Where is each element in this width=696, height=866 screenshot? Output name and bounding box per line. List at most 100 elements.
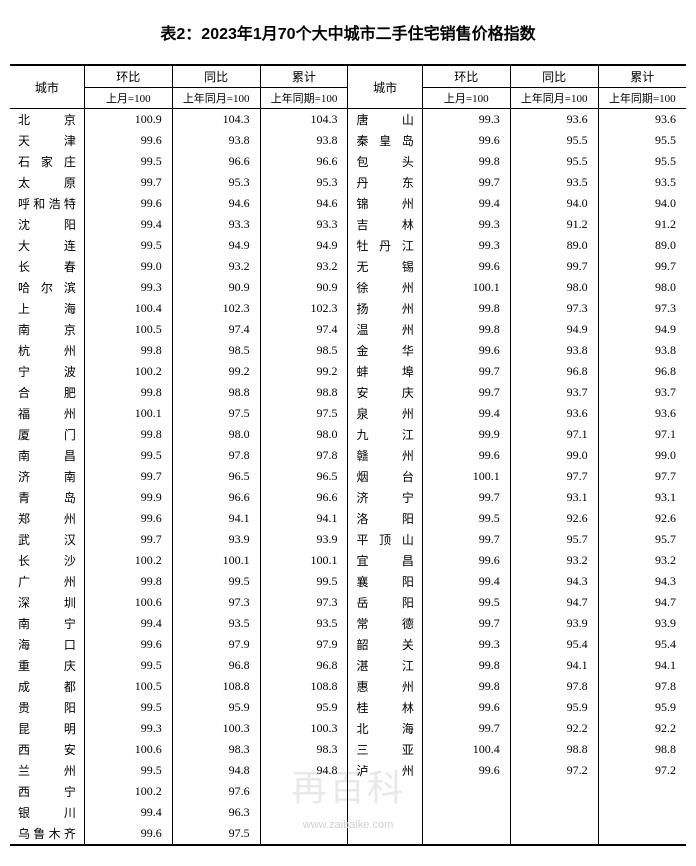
city-cell: 蚌 埠 bbox=[348, 361, 422, 382]
yoy-cell: 97.6 bbox=[172, 781, 260, 802]
yoy-cell: 96.3 bbox=[172, 802, 260, 823]
yoy-cell bbox=[510, 802, 598, 823]
yoy-cell: 93.6 bbox=[510, 109, 598, 131]
yoy-cell: 94.1 bbox=[172, 508, 260, 529]
yoy-cell bbox=[510, 781, 598, 802]
city-cell: 大 连 bbox=[10, 235, 84, 256]
cum-cell bbox=[260, 781, 348, 802]
cum-cell: 108.8 bbox=[260, 676, 348, 697]
mom-cell: 100.5 bbox=[84, 676, 172, 697]
mom-cell: 99.7 bbox=[422, 382, 510, 403]
city-cell: 西 宁 bbox=[10, 781, 84, 802]
footer-url: www.zaibaike.com bbox=[303, 819, 393, 831]
table-row: 贵 阳99.595.995.9桂 林99.695.995.9 bbox=[10, 697, 686, 718]
cum-cell: 98.0 bbox=[598, 277, 686, 298]
yoy-cell: 97.3 bbox=[510, 298, 598, 319]
mom-cell: 99.5 bbox=[422, 508, 510, 529]
mom-cell: 100.1 bbox=[84, 403, 172, 424]
subheader-yoy-right: 上年同月=100 bbox=[510, 88, 598, 109]
yoy-cell: 95.5 bbox=[510, 151, 598, 172]
cum-cell: 96.8 bbox=[598, 361, 686, 382]
yoy-cell: 93.6 bbox=[510, 403, 598, 424]
yoy-cell: 99.7 bbox=[510, 256, 598, 277]
yoy-cell: 108.8 bbox=[172, 676, 260, 697]
yoy-cell: 97.7 bbox=[510, 466, 598, 487]
city-cell: 沈 阳 bbox=[10, 214, 84, 235]
mom-cell: 99.8 bbox=[84, 382, 172, 403]
cum-cell: 93.9 bbox=[260, 529, 348, 550]
mom-cell: 99.6 bbox=[84, 823, 172, 845]
mom-cell: 99.6 bbox=[422, 550, 510, 571]
mom-cell: 99.5 bbox=[422, 592, 510, 613]
yoy-cell bbox=[510, 823, 598, 845]
mom-cell: 100.2 bbox=[84, 781, 172, 802]
table-row: 南 昌99.597.897.8赣 州99.699.099.0 bbox=[10, 445, 686, 466]
yoy-cell: 97.1 bbox=[510, 424, 598, 445]
table-row: 合 肥99.898.898.8安 庆99.793.793.7 bbox=[10, 382, 686, 403]
yoy-cell: 97.2 bbox=[510, 760, 598, 781]
yoy-cell: 93.2 bbox=[172, 256, 260, 277]
subheader-cum-left: 上年同期=100 bbox=[260, 88, 348, 109]
yoy-cell: 93.8 bbox=[172, 130, 260, 151]
mom-cell: 99.7 bbox=[422, 529, 510, 550]
city-cell: 无 锡 bbox=[348, 256, 422, 277]
city-cell: 锦 州 bbox=[348, 193, 422, 214]
table-row: 西 宁100.297.6 bbox=[10, 781, 686, 802]
city-cell: 秦 皇 岛 bbox=[348, 130, 422, 151]
yoy-cell: 97.3 bbox=[172, 592, 260, 613]
mom-cell: 100.6 bbox=[84, 592, 172, 613]
table-row: 上 海100.4102.3102.3扬 州99.897.397.3 bbox=[10, 298, 686, 319]
city-cell: 贵 阳 bbox=[10, 697, 84, 718]
cum-cell: 97.4 bbox=[260, 319, 348, 340]
yoy-cell: 96.8 bbox=[510, 361, 598, 382]
yoy-cell: 94.9 bbox=[510, 319, 598, 340]
cum-cell: 92.2 bbox=[598, 718, 686, 739]
yoy-cell: 94.6 bbox=[172, 193, 260, 214]
cum-cell: 89.0 bbox=[598, 235, 686, 256]
yoy-cell: 95.7 bbox=[510, 529, 598, 550]
cum-cell: 95.9 bbox=[598, 697, 686, 718]
table-row: 重 庆99.596.896.8湛 江99.894.194.1 bbox=[10, 655, 686, 676]
city-cell: 厦 门 bbox=[10, 424, 84, 445]
cum-cell: 96.8 bbox=[260, 655, 348, 676]
mom-cell: 100.1 bbox=[422, 466, 510, 487]
yoy-cell: 96.6 bbox=[172, 151, 260, 172]
yoy-cell: 93.9 bbox=[172, 529, 260, 550]
mom-cell: 99.4 bbox=[422, 571, 510, 592]
table-row: 厦 门99.898.098.0九 江99.997.197.1 bbox=[10, 424, 686, 445]
mom-cell: 99.4 bbox=[422, 403, 510, 424]
mom-cell: 99.7 bbox=[84, 466, 172, 487]
city-cell: 赣 州 bbox=[348, 445, 422, 466]
cum-cell: 97.2 bbox=[598, 760, 686, 781]
cum-cell: 96.6 bbox=[260, 151, 348, 172]
city-cell: 九 江 bbox=[348, 424, 422, 445]
mom-cell: 99.6 bbox=[84, 634, 172, 655]
yoy-cell: 95.4 bbox=[510, 634, 598, 655]
yoy-cell: 97.9 bbox=[172, 634, 260, 655]
cum-cell: 93.9 bbox=[598, 613, 686, 634]
yoy-cell: 97.5 bbox=[172, 403, 260, 424]
mom-cell: 99.8 bbox=[422, 151, 510, 172]
yoy-cell: 93.5 bbox=[172, 613, 260, 634]
header-city-left: 城市 bbox=[10, 65, 84, 109]
table-header: 城市 环比 同比 累计 城市 环比 同比 累计 上月=100 上年同月=100 … bbox=[10, 65, 686, 109]
header-cum-left: 累计 bbox=[260, 65, 348, 88]
mom-cell: 99.3 bbox=[422, 214, 510, 235]
yoy-cell: 98.5 bbox=[172, 340, 260, 361]
city-cell: 北 京 bbox=[10, 109, 84, 131]
mom-cell: 99.5 bbox=[84, 151, 172, 172]
city-cell: 乌鲁木齐 bbox=[10, 823, 84, 845]
yoy-cell: 97.4 bbox=[172, 319, 260, 340]
yoy-cell: 92.2 bbox=[510, 718, 598, 739]
yoy-cell: 98.3 bbox=[172, 739, 260, 760]
cum-cell: 93.6 bbox=[598, 403, 686, 424]
cum-cell: 102.3 bbox=[260, 298, 348, 319]
mom-cell: 99.9 bbox=[422, 424, 510, 445]
table-row: 武 汉99.793.993.9平 顶 山99.795.795.7 bbox=[10, 529, 686, 550]
yoy-cell: 97.8 bbox=[510, 676, 598, 697]
mom-cell: 99.7 bbox=[422, 613, 510, 634]
mom-cell: 100.1 bbox=[422, 277, 510, 298]
city-cell: 济 宁 bbox=[348, 487, 422, 508]
mom-cell: 99.4 bbox=[84, 802, 172, 823]
table-row: 宁 波100.299.299.2蚌 埠99.796.896.8 bbox=[10, 361, 686, 382]
